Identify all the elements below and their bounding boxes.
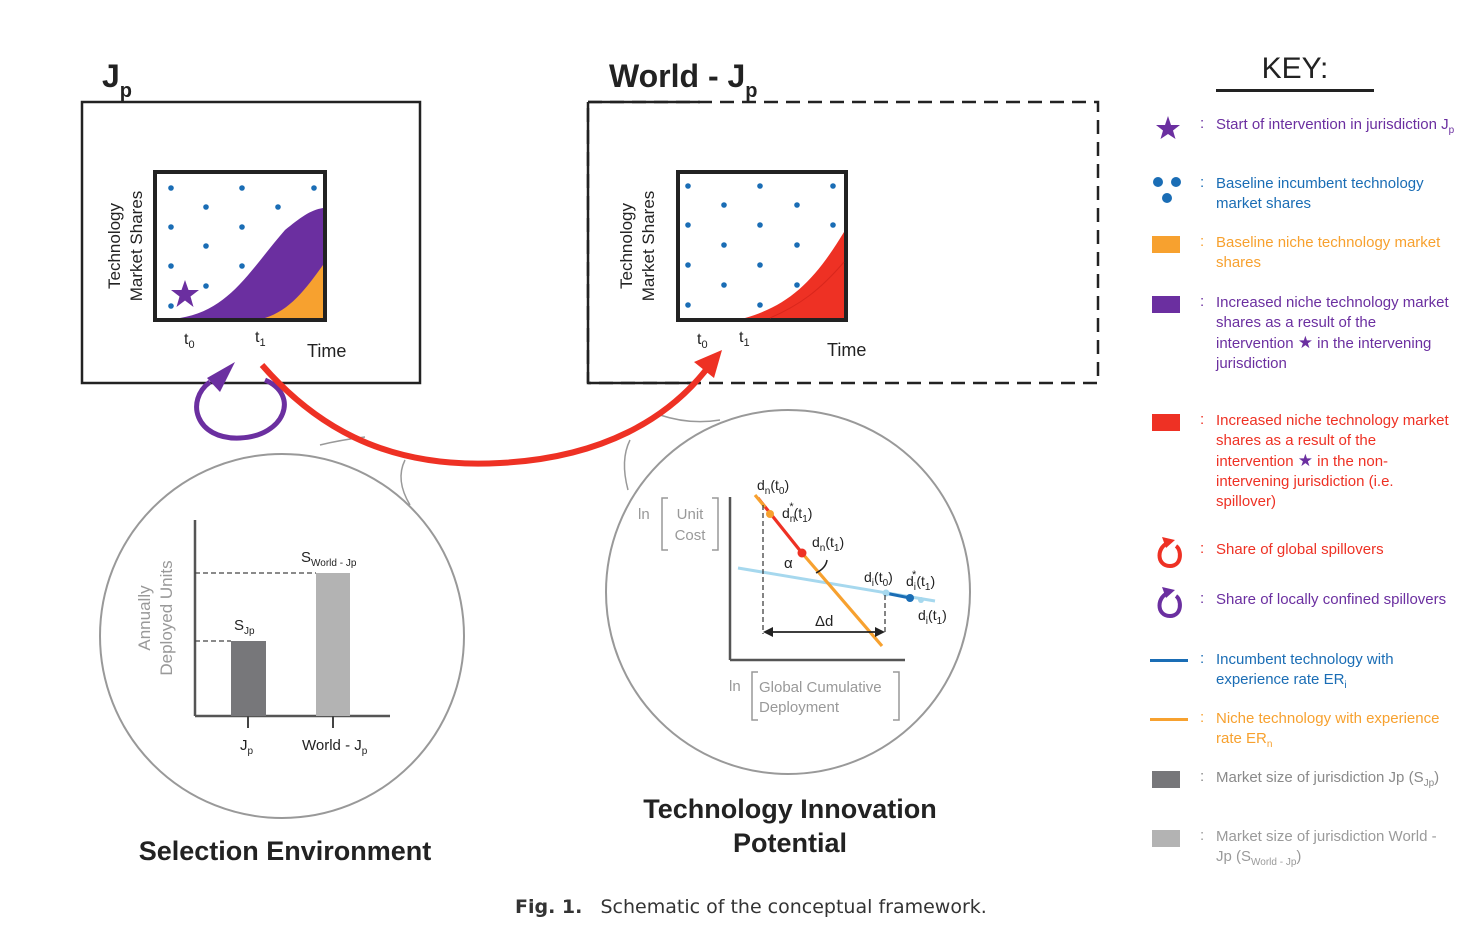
orange-line-icon xyxy=(1150,718,1188,721)
delta-d-label: Δd xyxy=(815,613,833,630)
selection-ylabel-1: Annually xyxy=(135,585,154,651)
x-world-label: World - Jp xyxy=(302,737,368,757)
innovation-title: Technology Innovation Potential xyxy=(643,794,937,858)
jp-purple-area xyxy=(180,208,323,318)
innovation-ylabel-2: Cost xyxy=(675,527,707,544)
selection-title: Selection Environment xyxy=(138,836,432,866)
light-gray-square-icon xyxy=(1152,830,1180,847)
local-spillover-arrowhead xyxy=(207,362,235,392)
jp-t0-label: t0 xyxy=(184,331,195,351)
alpha-label: α xyxy=(784,555,793,572)
innovation-xlabel-1: Global Cumulative xyxy=(759,679,882,696)
world-xlabel: Time xyxy=(827,340,866,360)
jp-title: Jp xyxy=(102,58,133,102)
di-star-t1-label: di*(t1) xyxy=(906,569,935,593)
star-icon: ★ xyxy=(1297,451,1313,470)
bar-jp-label: SJp xyxy=(234,617,255,637)
innovation-ylabel-ln: ln xyxy=(638,506,650,523)
figure-caption: Fig. 1. Schematic of the conceptual fram… xyxy=(515,896,987,918)
innovation-xlabel-2: Deployment xyxy=(759,699,840,716)
world-incumbent-dots xyxy=(685,183,836,308)
key-title: KEY: xyxy=(1261,52,1329,85)
star-icon: ★ xyxy=(1297,333,1313,352)
niche-line-red xyxy=(756,497,804,554)
jp-incumbent-dots xyxy=(168,185,317,309)
niche-line-orange xyxy=(800,551,884,648)
selection-circle xyxy=(99,453,465,819)
bar-world xyxy=(316,573,350,716)
world-t1-label: t1 xyxy=(739,329,750,349)
x-jp-label: Jp xyxy=(240,737,254,757)
jp-t1-label: t1 xyxy=(255,329,266,349)
local-spillover-arrow xyxy=(194,377,287,441)
jp-xlabel: Time xyxy=(307,341,346,361)
red-loop-arrow-icon xyxy=(1157,537,1182,569)
bar-jp xyxy=(231,641,266,716)
selection-ylabel-2: Deployed Units xyxy=(157,560,176,675)
dots-icon xyxy=(1153,177,1181,203)
innovation-ylabel-1: Unit xyxy=(677,506,705,523)
connector-line xyxy=(659,414,721,423)
innovation-circle xyxy=(605,409,971,775)
purple-square-icon xyxy=(1152,296,1180,313)
world-ylabel-1: Technology xyxy=(617,203,636,290)
global-spillover-arrow xyxy=(259,360,715,467)
purple-loop-arrow-icon xyxy=(1157,587,1182,619)
connector-line xyxy=(400,459,411,506)
bar-world-label: SWorld - Jp xyxy=(301,549,357,569)
world-ylabel-2: Market Shares xyxy=(639,191,658,302)
jp-ylabel-2: Market Shares xyxy=(127,191,146,302)
world-orange-line xyxy=(769,261,845,319)
intervention-star-icon xyxy=(171,280,199,307)
caption-text: Schematic of the conceptual framework. xyxy=(600,896,987,918)
key-underline xyxy=(1216,89,1374,92)
jp-orange-area xyxy=(265,265,323,318)
caption-label: Fig. 1. xyxy=(515,896,583,918)
jp-ylabel-1: Technology xyxy=(105,203,124,290)
blue-line-icon xyxy=(1150,659,1188,662)
innovation-xlabel-ln: ln xyxy=(729,678,741,695)
red-square-icon xyxy=(1152,414,1180,431)
world-red-area xyxy=(745,232,844,318)
world-title: World - Jp xyxy=(609,58,758,102)
global-spillover-arrowhead xyxy=(694,350,722,378)
world-t0-label: t0 xyxy=(697,331,708,351)
orange-square-icon xyxy=(1152,236,1180,253)
star-icon xyxy=(1156,116,1180,139)
connector-line xyxy=(623,439,631,491)
jp-box xyxy=(80,100,422,385)
dark-gray-square-icon xyxy=(1152,771,1180,788)
